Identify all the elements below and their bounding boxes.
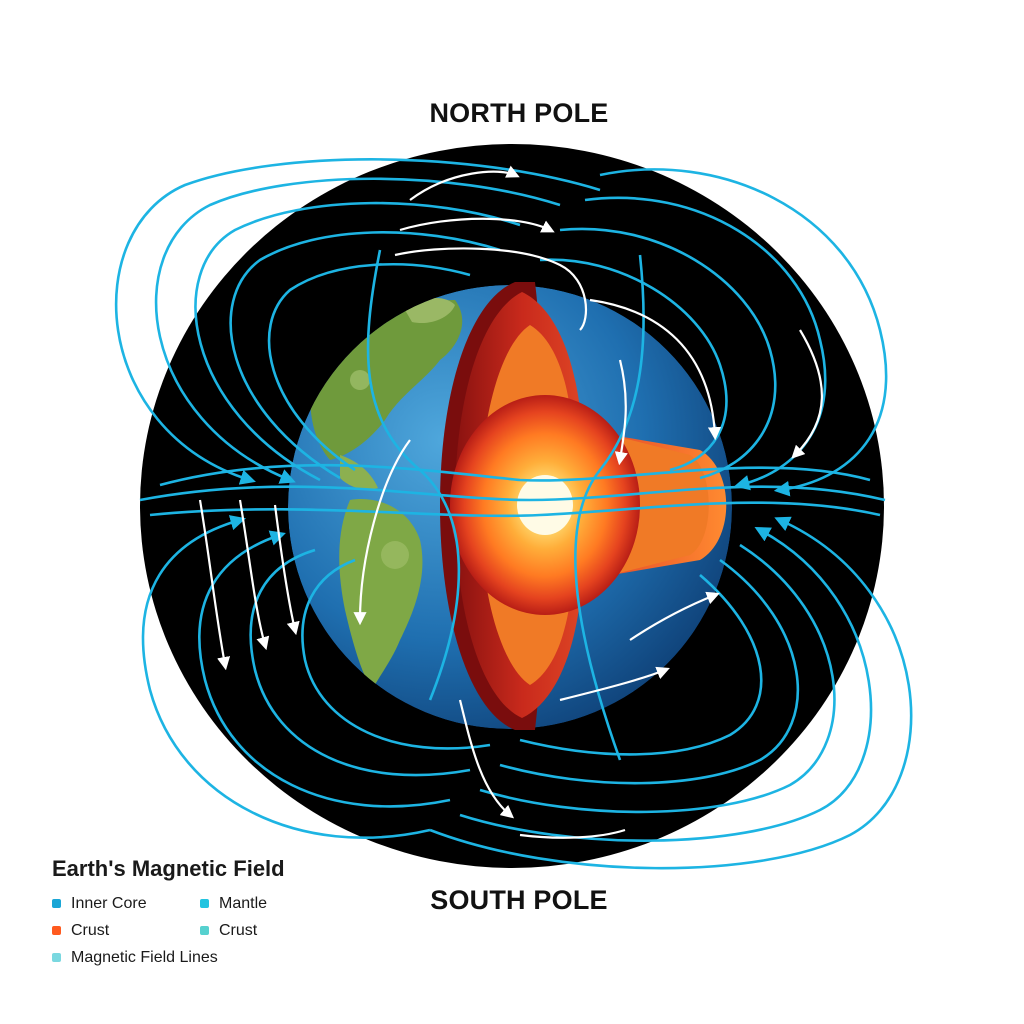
legend-title: Earth's Magnetic Field (52, 856, 285, 881)
legend-swatch-field-lines (52, 953, 61, 962)
legend-item-field-lines: Magnetic Field Lines (52, 948, 340, 967)
field-lines-blue (114, 158, 913, 870)
legend-item-inner-core: Inner Core (52, 894, 200, 913)
legend-swatch-mantle (200, 899, 209, 908)
north-pole-label: NORTH POLE (429, 98, 609, 128)
legend-item-crust-teal: Crust (200, 921, 340, 940)
earth-cutaway (440, 282, 727, 730)
legend-swatch-crust-teal (200, 926, 209, 935)
legend: Earth's Magnetic Field Inner Core Mantle… (52, 856, 340, 967)
legend-label-field-lines: Magnetic Field Lines (71, 948, 218, 966)
legend-item-crust-orange: Crust (52, 921, 200, 940)
central-america-land (340, 455, 378, 490)
legend-label-mantle: Mantle (219, 894, 268, 912)
south-pole-label: SOUTH POLE (430, 885, 608, 915)
legend-label-crust-orange: Crust (71, 921, 110, 939)
legend-label-crust-teal: Crust (219, 921, 258, 939)
field-lines-white (198, 165, 823, 839)
legend-label-inner-core: Inner Core (71, 894, 147, 912)
legend-item-mantle: Mantle (200, 894, 340, 913)
legend-swatch-inner-core (52, 899, 61, 908)
legend-swatch-crust-orange (52, 926, 61, 935)
legend-items: Inner Core Mantle Crust Crust Magnetic F… (52, 894, 340, 967)
